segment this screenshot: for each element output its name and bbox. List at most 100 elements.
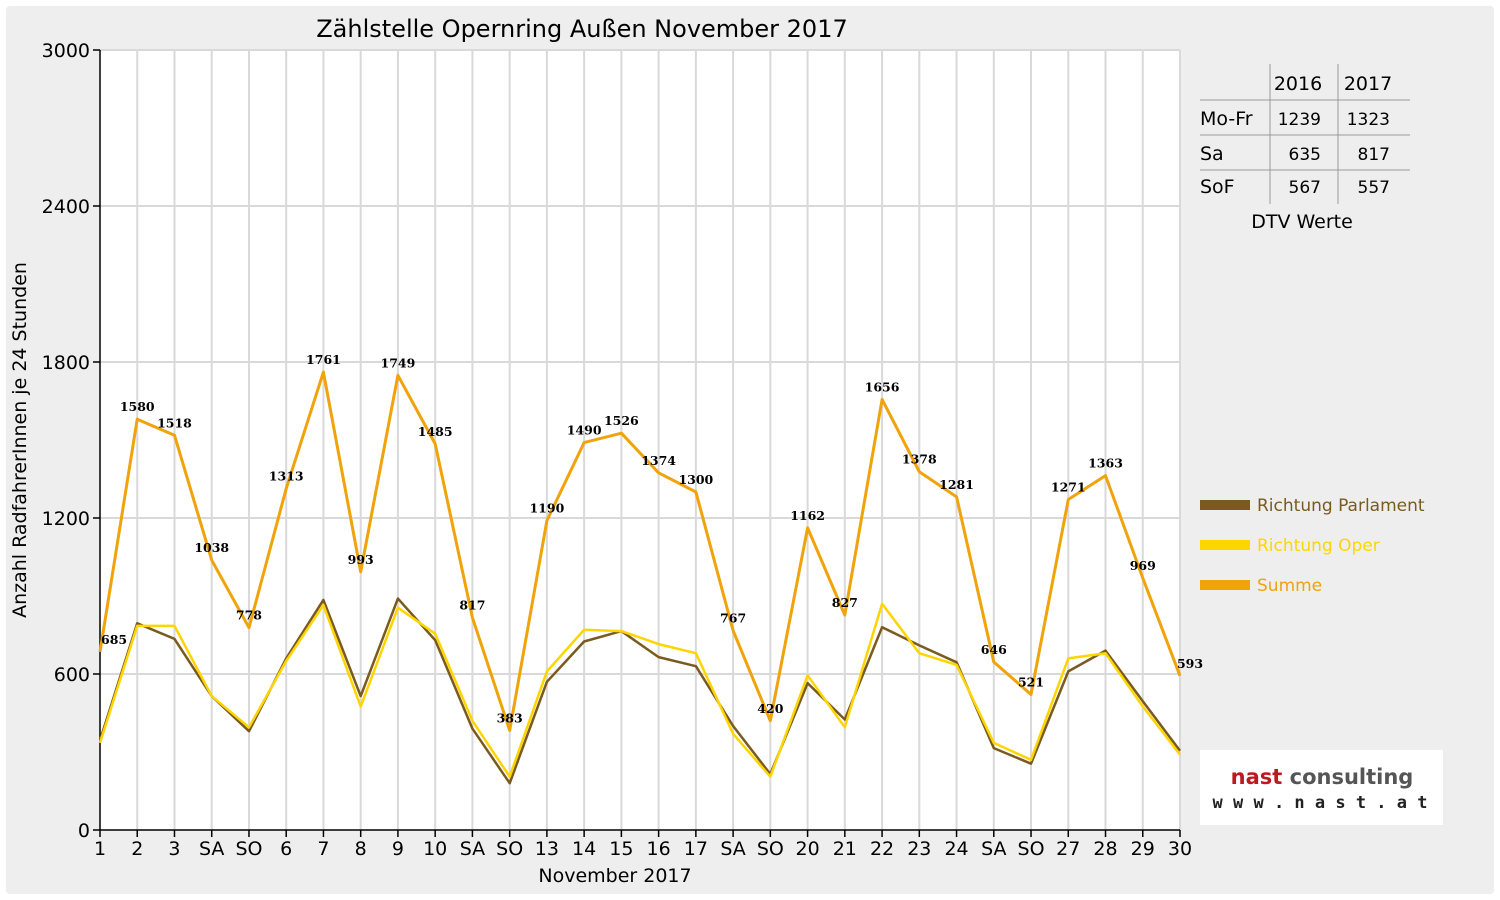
table-cell: 1323 bbox=[1347, 110, 1390, 130]
data-label: 1162 bbox=[790, 508, 825, 523]
data-label: 1580 bbox=[120, 399, 155, 414]
y-tick-label: 0 bbox=[78, 820, 90, 842]
logo: nast consulting w w w . n a s t . a t bbox=[1200, 750, 1443, 825]
data-label: 1271 bbox=[1051, 480, 1086, 495]
data-label: 420 bbox=[757, 701, 783, 716]
legend-swatch bbox=[1200, 540, 1250, 550]
logo-box bbox=[1200, 750, 1443, 825]
x-tick-label: 14 bbox=[572, 838, 596, 860]
x-tick-label: 17 bbox=[684, 838, 708, 860]
x-tick-label: 23 bbox=[907, 838, 931, 860]
table-cell: 817 bbox=[1358, 145, 1390, 165]
legend-label: Richtung Parlament bbox=[1257, 496, 1425, 516]
y-tick-label: 2400 bbox=[42, 196, 90, 218]
data-label: 646 bbox=[981, 642, 1007, 657]
data-label: 1490 bbox=[567, 423, 602, 438]
y-tick-label: 3000 bbox=[42, 40, 90, 62]
x-tick-label: SA bbox=[981, 838, 1006, 860]
x-tick-label: 24 bbox=[944, 838, 968, 860]
logo-url: w w w . n a s t . a t bbox=[1213, 793, 1428, 813]
data-label: 778 bbox=[236, 608, 262, 623]
series-lines bbox=[98, 370, 1182, 785]
dtv-table: 2016 2017 Mo-Fr 1239 1323 Sa 635 817 SoF… bbox=[1200, 64, 1410, 233]
data-label: 593 bbox=[1177, 656, 1203, 671]
data-label: 767 bbox=[720, 611, 746, 626]
legend-label: Summe bbox=[1257, 576, 1322, 596]
data-label: 1518 bbox=[157, 415, 192, 430]
x-tick-label: 20 bbox=[795, 838, 819, 860]
data-label: 1656 bbox=[865, 379, 900, 394]
y-tick-label: 1800 bbox=[42, 352, 90, 374]
x-tick-label: 16 bbox=[647, 838, 671, 860]
series-line bbox=[98, 602, 1181, 778]
x-tick-label: 10 bbox=[423, 838, 447, 860]
x-tick-label: 8 bbox=[355, 838, 367, 860]
data-label: 1485 bbox=[418, 424, 453, 439]
data-label: 1038 bbox=[194, 540, 229, 555]
x-tick-label: 2 bbox=[131, 838, 143, 860]
series-line bbox=[98, 370, 1182, 732]
x-tick-label: 1 bbox=[94, 838, 106, 860]
data-label: 1300 bbox=[678, 472, 713, 487]
x-axis-title: November 2017 bbox=[538, 865, 691, 887]
x-tick-label: SA bbox=[460, 838, 485, 860]
axes bbox=[93, 49, 1181, 837]
x-tick-label: 9 bbox=[392, 838, 404, 860]
data-label: 685 bbox=[101, 632, 127, 647]
data-label: 1363 bbox=[1088, 456, 1123, 471]
data-label: 1313 bbox=[269, 469, 304, 484]
x-tick-label: 30 bbox=[1168, 838, 1192, 860]
data-label: 521 bbox=[1018, 675, 1044, 690]
x-tick-label: 27 bbox=[1056, 838, 1080, 860]
x-tick-label: SO bbox=[757, 838, 784, 860]
data-label: 1378 bbox=[902, 452, 937, 467]
table-header-2016: 2016 bbox=[1274, 73, 1322, 95]
table-row-label: Sa bbox=[1200, 143, 1224, 165]
data-label: 817 bbox=[459, 598, 485, 613]
legend: Richtung Parlament Richtung Oper Summe bbox=[1200, 496, 1425, 596]
data-label: 993 bbox=[348, 552, 374, 567]
x-tick-label: 28 bbox=[1093, 838, 1117, 860]
x-tick-label: SO bbox=[496, 838, 523, 860]
x-tick-label: SO bbox=[235, 838, 262, 860]
data-label: 383 bbox=[497, 710, 523, 725]
y-tick-label: 600 bbox=[54, 664, 90, 686]
x-tick-label: SA bbox=[199, 838, 224, 860]
x-tick-label: 15 bbox=[609, 838, 633, 860]
data-label: 1374 bbox=[641, 453, 676, 468]
x-tick-label: 7 bbox=[317, 838, 329, 860]
data-label: 1526 bbox=[604, 413, 639, 428]
legend-swatch bbox=[1200, 500, 1250, 510]
data-label: 1749 bbox=[381, 355, 416, 370]
chart-title: Zählstelle Opernring Außen November 2017 bbox=[316, 15, 848, 43]
data-label: 969 bbox=[1130, 558, 1156, 573]
legend-label: Richtung Oper bbox=[1257, 536, 1380, 556]
x-tick-label: 22 bbox=[870, 838, 894, 860]
data-label: 1761 bbox=[306, 352, 341, 367]
data-label: 1281 bbox=[939, 477, 974, 492]
table-cell: 567 bbox=[1289, 178, 1321, 198]
x-tick-label: 13 bbox=[535, 838, 559, 860]
data-label: 1190 bbox=[529, 501, 564, 516]
x-tick-label: 29 bbox=[1131, 838, 1155, 860]
table-cell: 557 bbox=[1358, 178, 1390, 198]
plot-area bbox=[100, 50, 1180, 830]
vertical-grid bbox=[136, 50, 1181, 830]
y-tick-label: 1200 bbox=[42, 508, 90, 530]
table-header-2017: 2017 bbox=[1344, 73, 1392, 95]
table-cell: 1239 bbox=[1278, 110, 1321, 130]
x-tick-label: 3 bbox=[168, 838, 180, 860]
x-tick-label: 21 bbox=[833, 838, 857, 860]
x-tick-label: SA bbox=[720, 838, 745, 860]
y-axis-title: Anzahl RadfahrerInnen je 24 Stunden bbox=[9, 262, 31, 618]
table-caption: DTV Werte bbox=[1251, 211, 1353, 233]
table-cell: 635 bbox=[1289, 145, 1321, 165]
legend-swatch bbox=[1200, 580, 1250, 590]
x-tick-label: 6 bbox=[280, 838, 292, 860]
logo-name: nast consulting bbox=[1231, 765, 1414, 789]
x-tick-label: SO bbox=[1018, 838, 1045, 860]
data-label: 827 bbox=[832, 595, 858, 610]
